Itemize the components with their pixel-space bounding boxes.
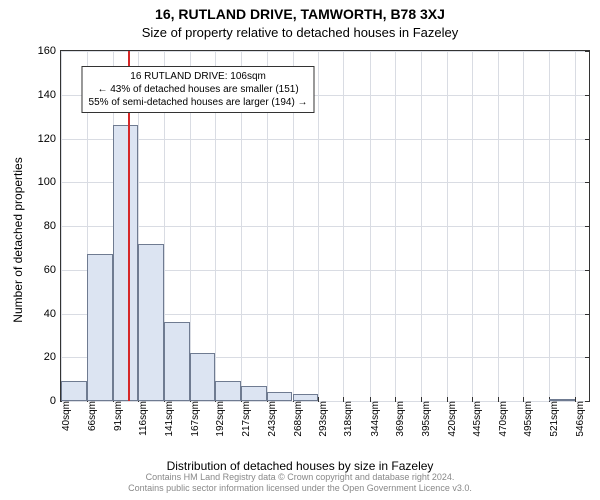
x-tick-label: 521sqm [545,401,560,437]
gridline-vertical [318,51,319,401]
y-tick-label: 80 [44,220,61,232]
x-tick-label: 293sqm [314,401,329,437]
x-tick-label: 40sqm [57,401,72,431]
title-line-1: 16, RUTLAND DRIVE, TAMWORTH, B78 3XJ [0,6,600,22]
gridline-vertical [523,51,524,401]
gridline-horizontal [61,51,589,52]
x-tick-label: 470sqm [494,401,509,437]
x-tick-label: 318sqm [339,401,354,437]
y-tick-label: 140 [38,89,61,101]
histogram-bar [113,125,138,401]
x-tick-label: 91sqm [109,401,124,431]
x-tick-label: 116sqm [134,401,149,436]
gridline-vertical [370,51,371,401]
annotation-box: 16 RUTLAND DRIVE: 106sqm ← 43% of detache… [82,66,315,113]
y-tick-label: 160 [38,45,61,57]
histogram-bar [549,399,574,401]
footer-line-2: Contains public sector information licen… [128,483,472,493]
x-tick-label: 66sqm [83,401,98,431]
gridline-vertical [472,51,473,401]
y-tick-label: 20 [44,351,61,363]
x-axis-label: Distribution of detached houses by size … [0,459,600,473]
x-tick-label: 192sqm [211,401,226,437]
y-tick-label: 100 [38,176,61,188]
histogram-bar [293,394,318,401]
x-tick-label: 395sqm [417,401,432,437]
annotation-line-1: 16 RUTLAND DRIVE: 106sqm [130,71,266,82]
y-tick-label: 60 [44,264,61,276]
annotation-line-2: ← 43% of detached houses are smaller (15… [97,84,298,95]
histogram-bar [241,386,267,401]
gridline-vertical [498,51,499,401]
gridline-horizontal [61,182,589,183]
footer-attribution: Contains HM Land Registry data © Crown c… [0,472,600,494]
y-axis-label: Number of detached properties [11,157,25,322]
x-tick-label: 217sqm [237,401,252,437]
histogram-bar [190,353,215,401]
histogram-bar [267,392,292,401]
x-tick-label: 445sqm [468,401,483,437]
x-tick-label: 167sqm [186,401,201,437]
x-tick-label: 344sqm [366,401,381,437]
histogram-bar [138,244,163,402]
x-tick-label: 420sqm [443,401,458,437]
annotation-line-3: 55% of semi-detached houses are larger (… [89,97,308,108]
gridline-vertical [447,51,448,401]
histogram-bar [215,381,240,401]
x-tick-label: 268sqm [289,401,304,437]
y-tick-label: 40 [44,308,61,320]
histogram-bar [61,381,87,401]
gridline-vertical [61,51,62,401]
plot-area: 02040608010012014016040sqm66sqm91sqm116s… [60,50,590,402]
gridline-vertical [549,51,550,401]
chart-container: 16, RUTLAND DRIVE, TAMWORTH, B78 3XJ Siz… [0,0,600,500]
gridline-vertical [421,51,422,401]
gridline-vertical [575,51,576,401]
y-tick-label: 120 [38,133,61,145]
x-tick-label: 141sqm [160,401,175,437]
gridline-horizontal [61,226,589,227]
title-line-2: Size of property relative to detached ho… [0,25,600,40]
gridline-horizontal [61,139,589,140]
gridline-vertical [395,51,396,401]
x-tick-label: 495sqm [519,401,534,437]
histogram-bar [164,322,190,401]
x-tick-label: 369sqm [391,401,406,437]
x-tick-label: 546sqm [571,401,586,437]
histogram-bar [87,254,112,401]
footer-line-1: Contains HM Land Registry data © Crown c… [146,472,455,482]
gridline-vertical [343,51,344,401]
x-tick-label: 243sqm [263,401,278,437]
